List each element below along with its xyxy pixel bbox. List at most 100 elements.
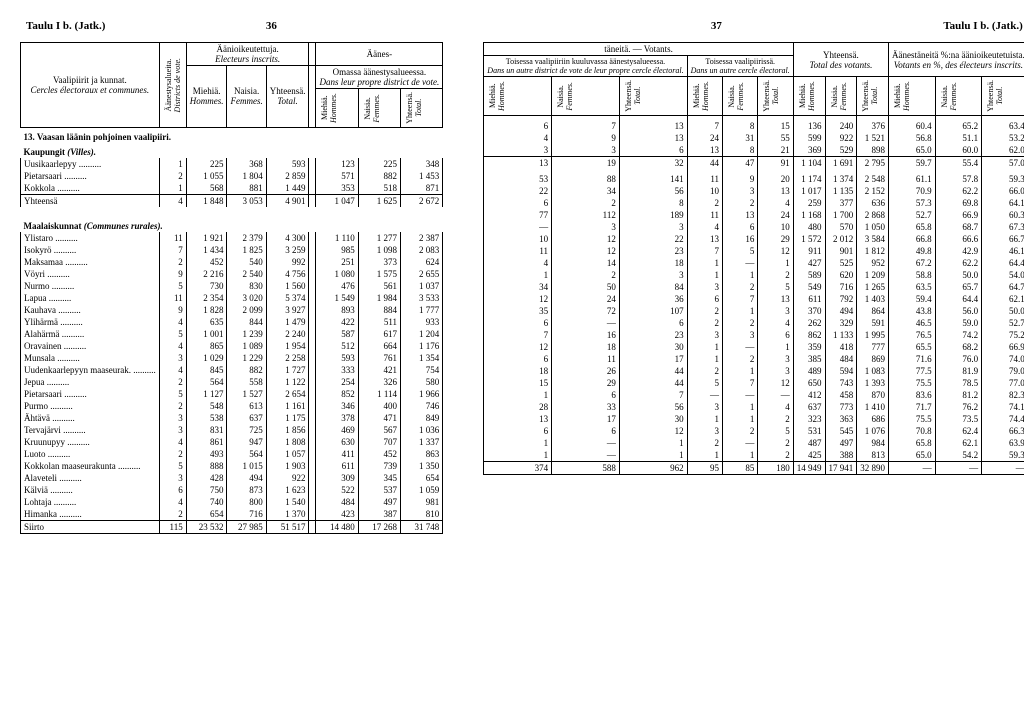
cell: 3: [159, 352, 186, 364]
cell: 611: [316, 460, 358, 472]
cell: 11: [687, 209, 722, 221]
cell: 136: [793, 120, 825, 132]
col-nais: Naisia.: [234, 86, 259, 96]
cell: 654: [401, 472, 443, 484]
cell: 73.5: [935, 413, 982, 425]
cell: 74.2: [935, 329, 982, 341]
cell: 70.9: [889, 185, 936, 197]
cell: 1 098: [358, 244, 400, 256]
cell: 67.3: [982, 221, 1024, 233]
cell: 7: [687, 245, 722, 257]
cell: 115: [159, 520, 186, 533]
cell: 11: [159, 292, 186, 304]
cell: 34: [552, 185, 620, 197]
cell: 15: [484, 377, 552, 389]
row-label: Purmo ..........: [21, 400, 160, 412]
cell: 74.4: [982, 413, 1024, 425]
cell: 77: [484, 209, 552, 221]
cell: 14: [552, 257, 620, 269]
cell: 77.5: [889, 365, 936, 377]
cell: 589: [793, 269, 825, 281]
col-header-yht: Yhteensä.Total.: [857, 77, 889, 116]
cell: 59.0: [935, 317, 982, 329]
cell: 7: [552, 120, 620, 132]
cell: 588: [552, 461, 620, 474]
row-label: Lapua ..........: [21, 292, 160, 304]
cell: 493: [186, 448, 227, 460]
cell: 873: [227, 484, 266, 496]
cell: 2: [159, 508, 186, 521]
cell: 1 239: [227, 328, 266, 340]
cell: 739: [358, 460, 400, 472]
cell: 44: [687, 156, 722, 169]
cell: 63.5: [889, 281, 936, 293]
cell: 11: [687, 173, 722, 185]
cell: 64.4: [935, 293, 982, 305]
cell: 469: [316, 424, 358, 436]
cell: 1 017: [793, 185, 825, 197]
cell: 6: [159, 484, 186, 496]
cell: 1: [758, 341, 793, 353]
cell: 599: [793, 132, 825, 144]
cell: 761: [358, 352, 400, 364]
cell: 3: [619, 269, 687, 281]
cell: 400: [358, 400, 400, 412]
cell: 373: [358, 256, 400, 268]
cell: —: [889, 461, 936, 474]
cell: 3: [723, 329, 758, 341]
col-aanes: Äänes-: [316, 43, 443, 66]
cell: 3: [159, 412, 186, 424]
cell: 525: [825, 257, 857, 269]
cell: 4: [159, 496, 186, 508]
cell: 922: [825, 132, 857, 144]
cell: 830: [227, 280, 266, 292]
cell: 44: [619, 365, 687, 377]
cell: 1: [687, 353, 722, 365]
cell: 418: [825, 341, 857, 353]
left-cont: (Jatk.): [75, 20, 106, 32]
cell: 1 168: [793, 209, 825, 221]
cell: 18: [619, 257, 687, 269]
cell: 88: [552, 173, 620, 185]
cell: 1 623: [266, 484, 309, 496]
cell: 620: [825, 269, 857, 281]
cell: 75.2: [982, 329, 1024, 341]
cell: 1 036: [401, 424, 443, 436]
cell: 16: [723, 233, 758, 245]
cell: 353: [316, 182, 358, 195]
cell: 635: [186, 316, 227, 328]
cell: 494: [825, 305, 857, 317]
cell: 654: [186, 508, 227, 521]
cell: 30: [619, 341, 687, 353]
cell: 1: [687, 413, 722, 425]
cell: 10: [758, 221, 793, 233]
cell: 59.3: [982, 449, 1024, 462]
col-yht2: Yhteensä.Total.: [404, 90, 424, 126]
cell: 2 354: [186, 292, 227, 304]
cell: 777: [857, 341, 889, 353]
cell: 3: [687, 329, 722, 341]
cell: 2: [687, 197, 722, 209]
cell: 1 122: [266, 376, 309, 388]
cell: 871: [401, 182, 443, 195]
cell: 810: [401, 508, 443, 521]
cell: 898: [857, 144, 889, 157]
row-label: Himanka ..........: [21, 508, 160, 521]
cell: 861: [186, 436, 227, 448]
cell: 591: [857, 317, 889, 329]
cell: 66.0: [982, 185, 1024, 197]
cell: 5: [758, 425, 793, 437]
cell: 1 001: [186, 328, 227, 340]
cell: 68.2: [935, 341, 982, 353]
cell: 611: [793, 293, 825, 305]
cell: —: [723, 257, 758, 269]
cell: 2 083: [401, 244, 443, 256]
cell: 922: [266, 472, 309, 484]
cell: 107: [619, 305, 687, 317]
cell: 1: [723, 269, 758, 281]
col-t1: Toisessa vaalipiiriin kuuluvassa äänesty…: [506, 57, 665, 66]
cell: 2: [687, 437, 722, 449]
cell: 2: [723, 197, 758, 209]
cell: 5: [758, 281, 793, 293]
cell: 345: [358, 472, 400, 484]
